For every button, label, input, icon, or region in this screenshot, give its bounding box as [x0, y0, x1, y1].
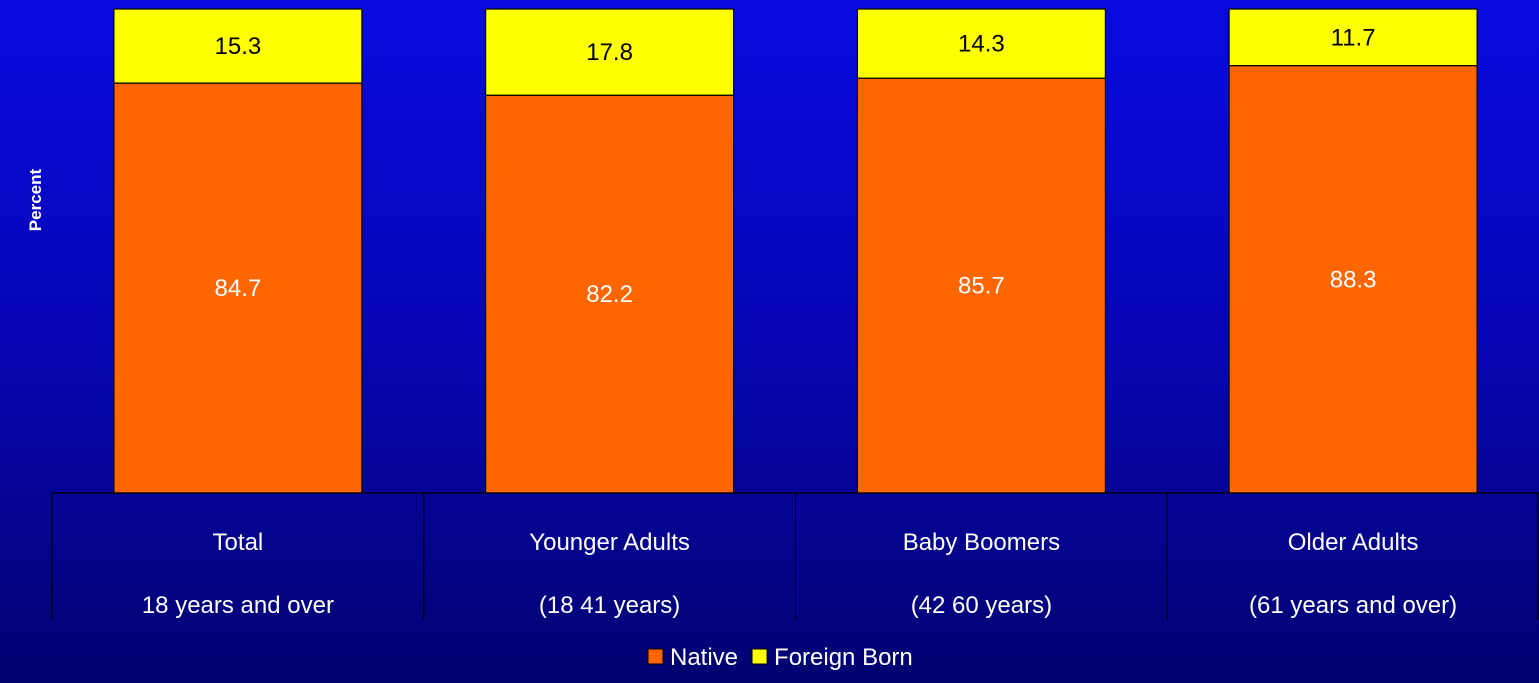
data-label-foreign-born-3: 11.7	[1331, 24, 1376, 51]
legend-label-foreign-born: Foreign Born	[774, 644, 913, 671]
data-label-native-3: 88.3	[1330, 266, 1377, 293]
data-label-foreign-born-2: 14.3	[958, 31, 1005, 58]
bar-native-0	[113, 82, 363, 494]
legend-swatch-foreign-born	[751, 648, 768, 665]
y-axis-label: Percent	[26, 168, 45, 231]
data-label-native-1: 82.2	[586, 281, 633, 308]
legend: Native Foreign Born	[647, 644, 913, 671]
category-label-0: Total	[213, 529, 264, 556]
category-sublabel-0: 18 years and over	[142, 592, 334, 619]
legend-label-native: Native	[670, 644, 738, 671]
data-label-foreign-born-1: 17.8	[586, 39, 633, 66]
category-label-1: Younger Adults	[529, 529, 690, 556]
legend-swatch-native	[647, 648, 664, 665]
bar-foreign-born-2	[856, 8, 1107, 79]
category-label-2: Baby Boomers	[903, 529, 1060, 556]
category-label-3: Older Adults	[1288, 529, 1419, 556]
category-sublabel-2: (42 60 years)	[911, 592, 1052, 619]
data-label-native-0: 84.7	[215, 275, 262, 302]
bar-foreign-born-1	[485, 8, 735, 96]
bar-foreign-born-0	[113, 8, 363, 84]
bar-native-2	[856, 77, 1107, 494]
category-axis	[51, 492, 1539, 620]
data-label-native-2: 85.7	[958, 273, 1005, 300]
category-sublabel-3: (61 years and over)	[1249, 592, 1457, 619]
data-label-foreign-born-0: 15.3	[215, 33, 262, 60]
bar-foreign-born-3	[1228, 8, 1478, 67]
category-sublabel-1: (18 41 years)	[539, 592, 680, 619]
bar-native-3	[1228, 64, 1478, 494]
category-labels: Total 18 years and over Younger Adults (18 …	[142, 529, 1457, 619]
bars-group: 84.7 15.3 82.2 17.8 85.7 14.3 88.3 11.7	[113, 8, 1478, 494]
